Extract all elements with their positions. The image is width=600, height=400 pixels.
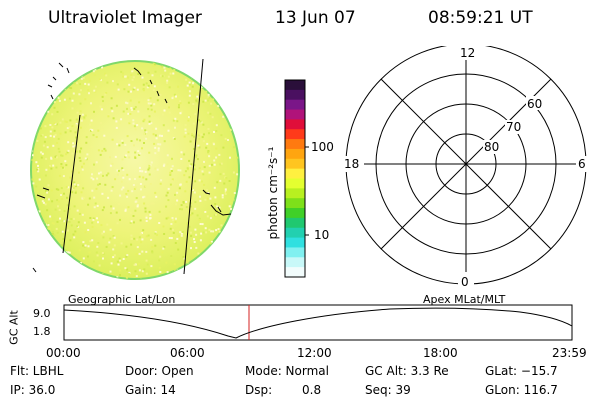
- colorbar-band: [285, 247, 305, 258]
- colorbar-band: [285, 129, 305, 140]
- colorbar-tick-100: 100: [311, 140, 334, 154]
- mlt-label-12: 12: [460, 46, 476, 60]
- altitude-tick-max: 9.0: [33, 307, 51, 320]
- mlt-label-6: 6: [578, 157, 586, 171]
- colorbar-band: [285, 208, 305, 219]
- colorbar-scale: [285, 80, 305, 278]
- colorbar-band: [285, 227, 305, 239]
- status-filter: Flt: LBHL: [10, 364, 64, 378]
- coastline-fragments: [32, 62, 232, 273]
- colorbar-band: [285, 139, 305, 150]
- colorbar-band: [285, 119, 305, 130]
- colorbar-tick-10: 10: [314, 228, 330, 242]
- colorbar-unit-label: photon cm⁻²s⁻¹: [266, 146, 280, 240]
- time-tick-0600: 06:00: [170, 346, 205, 360]
- meridian-line-west: [62, 114, 81, 254]
- colorbar-band: [285, 237, 305, 248]
- header-time: 08:59:21 UT: [428, 8, 533, 28]
- colorbar: [284, 79, 309, 278]
- time-tick-2359: 23:59: [552, 346, 587, 360]
- page-title: Ultraviolet Imager: [48, 8, 202, 28]
- colorbar-band: [285, 217, 305, 229]
- colorbar-band: [285, 80, 305, 91]
- colorbar-band: [285, 267, 305, 278]
- colorbar-band: [285, 99, 305, 111]
- status-gc-alt: GC Alt: 3.3 Re: [365, 364, 449, 378]
- meridian-line-east: [183, 58, 204, 275]
- altitude-tick-min: 1.8: [33, 325, 51, 338]
- colorbar-band: [285, 178, 305, 189]
- mlt-label-18: 18: [344, 157, 360, 171]
- status-glon: GLon: 116.7: [485, 383, 558, 397]
- colorbar-band: [285, 188, 305, 199]
- colorbar-band: [285, 89, 305, 101]
- mlat-label-70: 70: [506, 120, 522, 134]
- mlt-label-0: 0: [461, 275, 469, 289]
- geographic-label: Geographic Lat/Lon: [68, 293, 176, 306]
- status-seq: Seq: 39: [365, 383, 411, 397]
- altitude-plot-frame: [63, 304, 573, 341]
- colorbar-band: [285, 168, 305, 179]
- uv-image-panel: [30, 58, 240, 280]
- header-date: 13 Jun 07: [275, 8, 356, 28]
- altitude-axis-label: GC Alt: [7, 310, 21, 345]
- status-ip: IP: 36.0: [10, 383, 56, 397]
- apex-label: Apex MLat/MLT: [423, 293, 506, 306]
- time-tick-1200: 12:00: [297, 346, 332, 360]
- polar-grid: [340, 46, 590, 288]
- colorbar-band: [285, 257, 305, 268]
- altitude-curve: [63, 307, 573, 339]
- time-tick-0000: 00:00: [46, 346, 81, 360]
- status-mode: Mode: Normal: [245, 364, 329, 378]
- time-tick-1800: 18:00: [423, 346, 458, 360]
- colorbar-band: [285, 109, 305, 120]
- status-glat: GLat: −15.7: [485, 364, 558, 378]
- altitude-plot: [63, 304, 573, 341]
- mlat-label-60: 60: [527, 97, 543, 111]
- colorbar-band: [285, 198, 305, 209]
- status-door: Door: Open: [125, 364, 194, 378]
- status-dsp-value: 0.8: [302, 383, 322, 397]
- status-dsp-label: Dsp:: [245, 383, 273, 397]
- colorbar-band: [285, 148, 305, 160]
- mlat-label-80: 80: [484, 140, 500, 154]
- polar-diag-2: [380, 78, 552, 250]
- colorbar-band: [285, 158, 305, 170]
- status-gain: Gain: 14: [125, 383, 176, 397]
